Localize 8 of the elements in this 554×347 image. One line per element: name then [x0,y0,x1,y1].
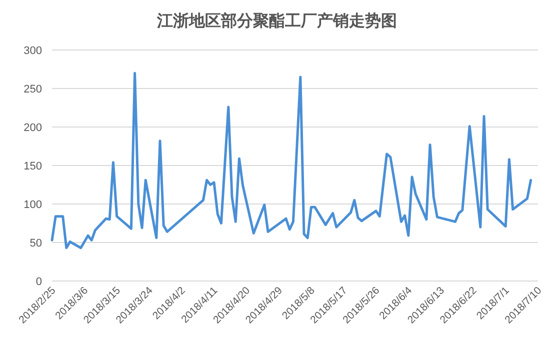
title: 江浙地区部分聚酯工厂产销走势图 [157,13,397,30]
ytick: 300 [24,45,42,57]
ytick: 50 [30,238,42,250]
ytick: 150 [24,160,42,172]
ytick: 250 [24,84,42,96]
ytick: 0 [36,276,42,288]
ytick: 200 [24,122,42,134]
ytick: 100 [24,199,42,211]
